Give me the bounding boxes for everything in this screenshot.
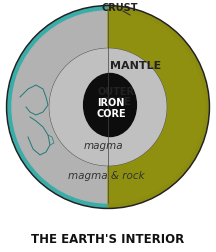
Wedge shape	[108, 8, 208, 207]
Text: CRUST: CRUST	[102, 3, 138, 13]
Text: THE EARTH'S INTERIOR: THE EARTH'S INTERIOR	[31, 233, 185, 245]
Circle shape	[6, 7, 210, 209]
Text: magma: magma	[83, 140, 123, 150]
Wedge shape	[12, 12, 108, 203]
Text: magma & rock: magma & rock	[68, 170, 144, 180]
Ellipse shape	[84, 74, 136, 137]
Text: MANTLE: MANTLE	[110, 61, 162, 71]
Text: CORE: CORE	[96, 109, 126, 118]
Wedge shape	[108, 12, 204, 203]
Circle shape	[49, 49, 167, 166]
Wedge shape	[8, 8, 108, 207]
Text: OUTER: OUTER	[97, 87, 135, 97]
Text: IRON: IRON	[97, 98, 125, 108]
Text: CORE: CORE	[101, 97, 131, 107]
Circle shape	[50, 50, 166, 165]
